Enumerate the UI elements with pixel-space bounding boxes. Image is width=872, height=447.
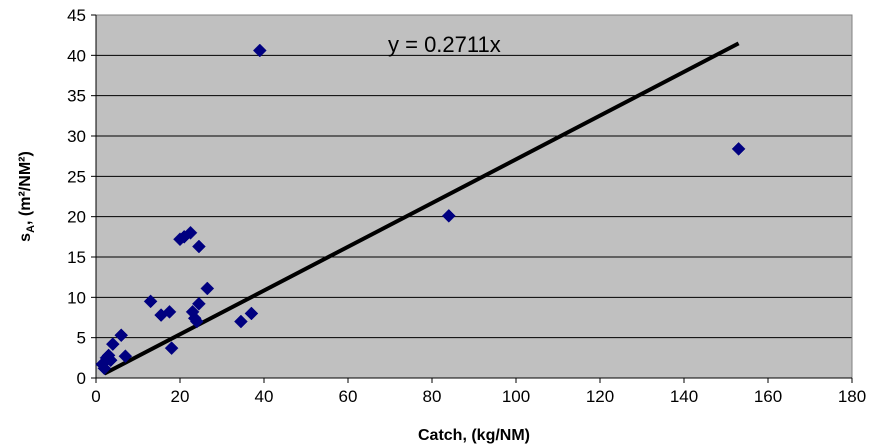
data-point [189,314,204,329]
x-tick-label: 40 [255,387,274,406]
trendline [103,41,740,376]
data-point [143,294,158,309]
y-tick-label: 0 [77,369,86,388]
data-point [97,361,112,376]
axes [91,14,853,383]
data-point [731,142,746,156]
y-axis-title-sub: A [25,225,37,233]
data-point [105,337,120,351]
y-axis-title-rest: , (m²/NM²) [17,151,34,225]
x-tick-label: 60 [339,387,358,406]
y-tick-label: 45 [67,6,86,25]
x-tick-label: 180 [838,387,866,406]
trendline-equation: y = 0.2711x [388,32,501,57]
y-tick-label: 5 [77,329,86,348]
data-point [164,341,179,356]
y-tick-label: 25 [67,167,86,186]
data-point [103,353,118,368]
data-point [162,304,177,319]
data-point [192,239,206,254]
plot-area [96,15,852,378]
x-tick-label: 20 [171,387,190,406]
x-axis-title: Catch, (kg/NM) [418,427,530,444]
y-tick-label: 10 [67,288,86,307]
data-point [192,296,206,311]
data-point [234,314,248,329]
x-tick-label: 100 [502,387,530,406]
x-tick-label: 0 [91,387,100,406]
data-point [114,328,129,343]
trendline-layer [103,41,740,376]
y-tick-label: 40 [67,46,86,65]
data-point [118,349,133,364]
x-tick-label: 140 [670,387,698,406]
tick-labels: 0 5 10 15 20 25 30 35 40 45 0 20 40 60 80 100 120 140 160 1… [67,6,866,406]
y-axis-title-main: s [17,233,34,242]
x-tick-label: 160 [754,387,782,406]
x-tick-label: 120 [586,387,614,406]
y-axis-title: sA, (m²/NM²) [17,151,37,242]
data-point [252,43,267,58]
data-point [183,225,198,240]
y-tick-label: 15 [67,248,86,267]
y-tick-label: 35 [67,87,86,106]
data-points [95,43,746,376]
y-tick-label: 20 [67,208,86,227]
y-tick-label: 30 [67,127,86,146]
x-tick-label: 80 [423,387,442,406]
data-point [244,306,259,321]
data-point [441,209,456,223]
data-point [200,281,215,296]
